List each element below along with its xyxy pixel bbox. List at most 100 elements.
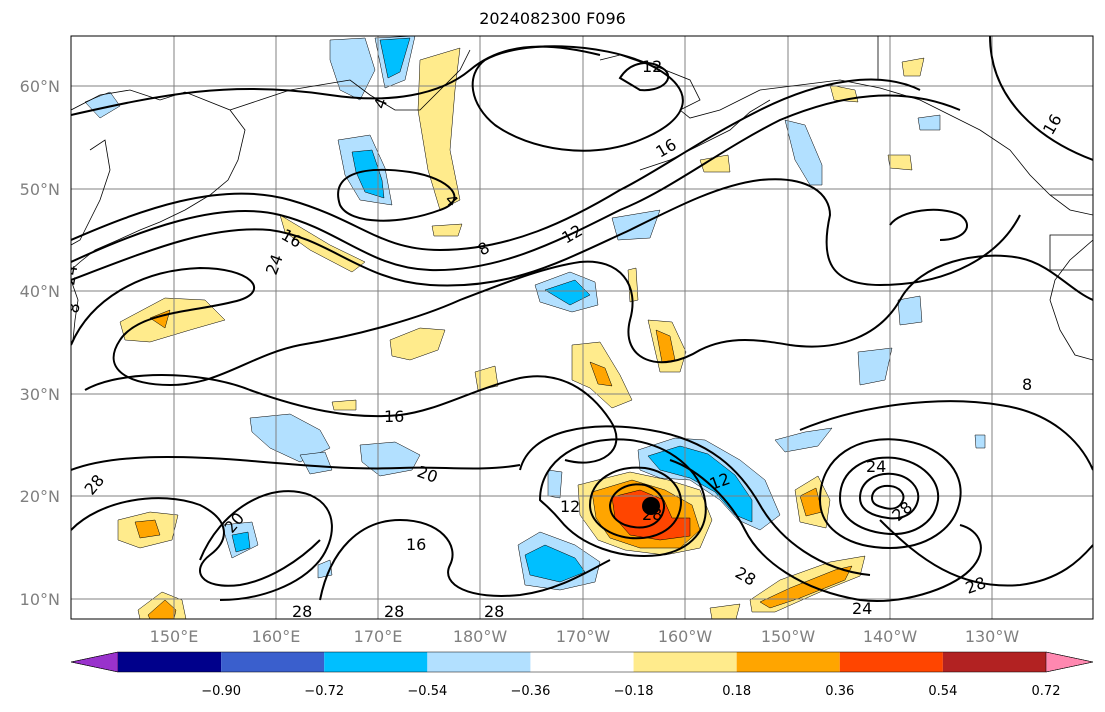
contour-label: 24 xyxy=(852,599,872,618)
contour-w xyxy=(799,400,1093,471)
contour-label: 28 xyxy=(81,471,109,499)
shade-pos-25 xyxy=(901,57,925,77)
border-canada xyxy=(877,36,1093,196)
shade-pos-18 xyxy=(134,519,161,539)
shade-neg-18 xyxy=(231,531,251,553)
contour-label-group: 12 16 4 8 12 16 24 4 24 8 16 16 20 28 20… xyxy=(63,57,1066,621)
colorbar-segment xyxy=(633,652,737,672)
contour-label: 8 xyxy=(475,238,493,260)
contour-y xyxy=(989,36,1093,161)
shade-neg-11 xyxy=(359,441,421,477)
lat-label: 40°N xyxy=(20,282,60,301)
contour-c xyxy=(71,94,961,272)
shade-pos-28 xyxy=(431,223,463,237)
contour-t xyxy=(838,456,940,536)
shade-neg-8 xyxy=(544,279,591,306)
contour-u xyxy=(858,472,920,520)
colorbar-extend-low xyxy=(70,651,119,673)
lat-label: 30°N xyxy=(20,385,60,404)
lat-label: 10°N xyxy=(20,590,60,609)
shade-pos-1 xyxy=(417,47,461,211)
shade-pos-21 xyxy=(709,603,741,619)
shade-pos-23 xyxy=(887,154,913,171)
colorbar-segment xyxy=(221,652,325,672)
colorbar-segment xyxy=(942,652,1046,672)
contour-label: 28 xyxy=(292,602,312,621)
contour-label: 12 xyxy=(559,221,586,248)
shade-neg-1 xyxy=(329,37,376,101)
contour-b xyxy=(71,78,921,252)
shade-pos-5 xyxy=(389,327,446,361)
colorbar-tick-label: 0.72 xyxy=(1032,684,1061,699)
colorbar-segment xyxy=(427,652,531,672)
colorbar-tick-label: −0.18 xyxy=(614,684,654,699)
contour-e xyxy=(337,168,456,222)
contour-f xyxy=(471,45,684,152)
lon-label: 130°W xyxy=(965,627,1020,646)
colorbar-tick-label: 0.54 xyxy=(928,684,957,699)
colorbar-segment xyxy=(118,652,222,672)
lon-label: 140°W xyxy=(863,627,918,646)
lat-label: 20°N xyxy=(20,487,60,506)
coast-alaska-south xyxy=(759,79,1093,216)
contour-h xyxy=(71,254,1093,387)
contour-label: 28 xyxy=(732,563,759,590)
contour-k xyxy=(71,497,321,587)
contour-label: 8 xyxy=(63,301,83,314)
lon-label: 160°W xyxy=(658,627,713,646)
colorbar-tick-label: −0.90 xyxy=(201,684,241,699)
shade-pos-16 xyxy=(759,565,853,609)
contour-label: 20 xyxy=(415,462,441,487)
shade-pos-26 xyxy=(474,365,499,391)
contour-label: 24 xyxy=(866,457,886,476)
coastlines xyxy=(71,36,1093,361)
contour-r xyxy=(669,459,982,602)
shade-neg-25 xyxy=(547,469,563,499)
contour-d xyxy=(71,178,1021,287)
contour-label: 8 xyxy=(1022,375,1032,394)
lon-label: 180°W xyxy=(453,627,508,646)
contour-label: 28 xyxy=(963,573,989,598)
contour-x xyxy=(879,519,1093,587)
contour-label: 28 xyxy=(484,602,504,621)
contour-p xyxy=(608,483,665,529)
latitude-labels: 60°N 50°N 40°N 30°N 20°N 10°N xyxy=(20,77,60,609)
lon-label: 170°W xyxy=(556,627,611,646)
contour-label: 28 xyxy=(642,505,662,524)
colorbar-segment xyxy=(839,652,943,672)
contour-l xyxy=(199,490,333,601)
contour-g xyxy=(618,62,670,92)
colorbar-ticks: −0.90 −0.72 −0.54 −0.36 −0.18 0.18 0.36 0.54 0.7… xyxy=(201,684,1061,699)
shade-pos-3 xyxy=(119,297,226,343)
contour-v xyxy=(870,484,905,510)
shade-neg-22 xyxy=(897,295,923,326)
shade-neg-26 xyxy=(974,434,986,449)
shade-neg-23 xyxy=(917,114,941,131)
shade-pos-9 xyxy=(589,361,613,387)
coast-alaska-west xyxy=(599,54,761,119)
colorbar-segment xyxy=(736,652,840,672)
coast-kamchatka-siberia xyxy=(71,89,246,271)
contour-i xyxy=(84,374,618,464)
colorbar-segment xyxy=(324,652,428,672)
contour-s xyxy=(818,438,962,550)
contour-label: 12 xyxy=(560,497,580,516)
shade-neg-20 xyxy=(784,119,823,186)
lon-label: 170°E xyxy=(354,627,403,646)
colorbar xyxy=(70,651,1094,673)
storm-center-marker xyxy=(642,497,660,515)
contour-label: 28 xyxy=(384,602,404,621)
coast-okhotsk xyxy=(71,139,111,246)
coast-bc-west xyxy=(1049,239,1093,361)
colorbar-extend-high xyxy=(1045,651,1094,673)
lat-label: 50°N xyxy=(20,180,60,199)
map-frame xyxy=(70,35,1094,620)
contour-label: 16 xyxy=(384,407,404,426)
shade-neg-12 xyxy=(299,451,333,475)
shade-neg-21 xyxy=(857,347,893,386)
contour-n xyxy=(538,438,707,557)
colorbar-outline xyxy=(70,651,1094,673)
contour-label: 16 xyxy=(406,535,426,554)
lat-label: 60°N xyxy=(20,77,60,96)
colorbar-tick-label: 0.18 xyxy=(722,684,751,699)
